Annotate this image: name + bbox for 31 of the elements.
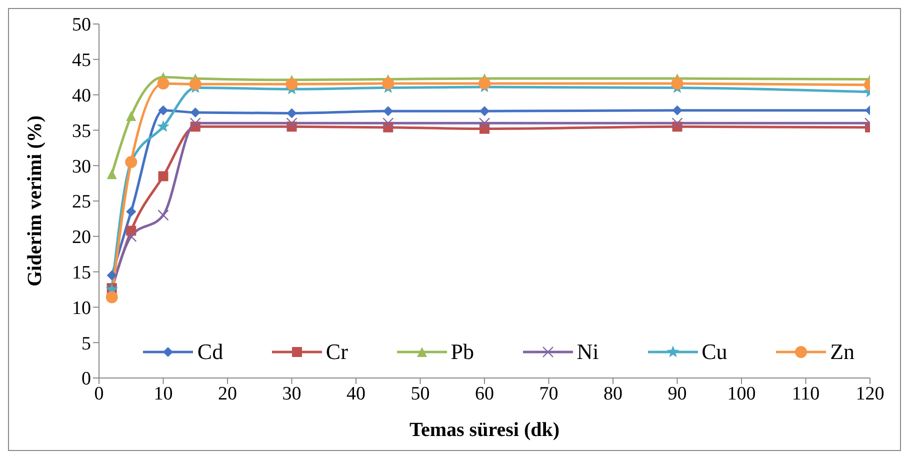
x-tick-label: 70	[539, 383, 558, 404]
y-tick-label: 35	[72, 120, 91, 142]
y-tick-label: 0	[82, 368, 91, 390]
x-tick-label: 20	[218, 383, 237, 404]
x-tick-label: 50	[410, 383, 430, 404]
legend-label: Cu	[702, 339, 728, 365]
y-axis-title: Giderim verimi (%)	[24, 115, 46, 287]
y-tick-label: 15	[72, 262, 91, 284]
x-axis-title: Temas süresi (dk)	[409, 419, 560, 441]
y-tick-label: 5	[82, 333, 91, 354]
legend-label: Pb	[450, 339, 474, 365]
legend-label: Cd	[197, 339, 224, 365]
legend-label: Cr	[326, 339, 348, 365]
x-tick-label: 120	[856, 383, 884, 404]
y-tick-label: 10	[72, 298, 91, 319]
y-tick-label: 45	[72, 50, 91, 72]
y-tick-label: 25	[72, 192, 91, 213]
x-tick-label: 110	[792, 383, 820, 404]
x-tick-label: 90	[668, 383, 687, 404]
y-tick-label: 40	[72, 86, 91, 107]
x-tick-label: 100	[727, 383, 756, 404]
x-tick-label: 40	[346, 383, 366, 404]
x-tick-label: 60	[475, 383, 494, 404]
x-tick-label: 10	[154, 383, 173, 404]
x-tick-label: 80	[604, 383, 622, 404]
x-tick-label: 30	[282, 383, 302, 404]
y-tick-label: 50	[72, 14, 91, 36]
legend-label: Zn	[830, 339, 855, 365]
y-tick-label: 20	[72, 227, 91, 248]
y-tick-label: 30	[72, 156, 91, 178]
legend-label: Ni	[576, 339, 599, 365]
